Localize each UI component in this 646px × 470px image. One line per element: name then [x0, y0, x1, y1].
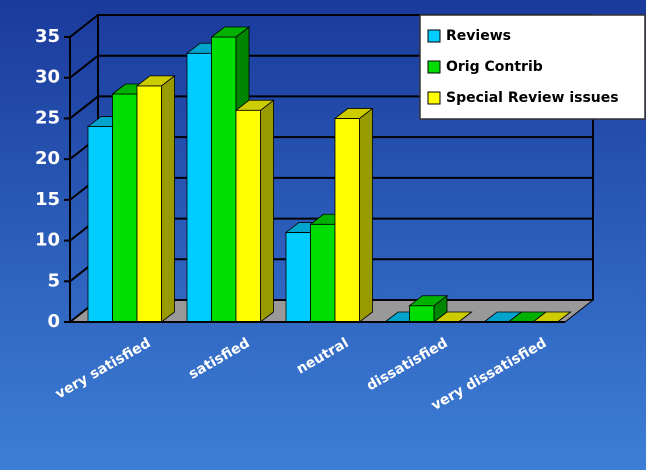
bar: [408, 294, 449, 323]
legend-swatch: [427, 29, 441, 43]
bar-front: [334, 118, 360, 323]
bar-side: [260, 99, 274, 323]
legend-swatch: [427, 91, 441, 105]
bar-top: [135, 75, 176, 87]
y-tick-label: 30: [35, 67, 60, 88]
y-tick-label: 10: [35, 230, 60, 251]
legend-label: Orig Contrib: [446, 59, 543, 75]
bar-front: [186, 52, 212, 323]
y-tick-label: 35: [35, 26, 60, 47]
bar-front: [87, 126, 113, 323]
bar-front: [285, 232, 311, 323]
bar-top: [408, 295, 449, 307]
legend-label: Special Review issues: [446, 90, 619, 106]
bar-front: [136, 85, 162, 323]
bar-top: [210, 26, 251, 38]
bar-side: [359, 107, 373, 323]
bar-front: [235, 109, 261, 323]
bar-front: [409, 305, 435, 323]
bar: [234, 99, 275, 323]
bar: [135, 75, 176, 323]
legend-label: Reviews: [446, 28, 511, 44]
legend-box: [419, 14, 646, 120]
y-tick-label: 25: [35, 107, 60, 128]
bar-top: [333, 108, 374, 119]
bar: [333, 107, 374, 323]
y-tick-label: 0: [47, 311, 60, 332]
y-tick-label: 5: [47, 270, 60, 291]
y-tick-label: 15: [35, 189, 60, 210]
y-tick-label: 20: [35, 148, 60, 169]
bar-side: [161, 75, 175, 323]
bar-front: [112, 93, 138, 323]
bar-top: [234, 99, 275, 111]
bar-front: [211, 36, 237, 323]
legend-swatch: [427, 60, 441, 74]
bar-front: [310, 223, 336, 323]
